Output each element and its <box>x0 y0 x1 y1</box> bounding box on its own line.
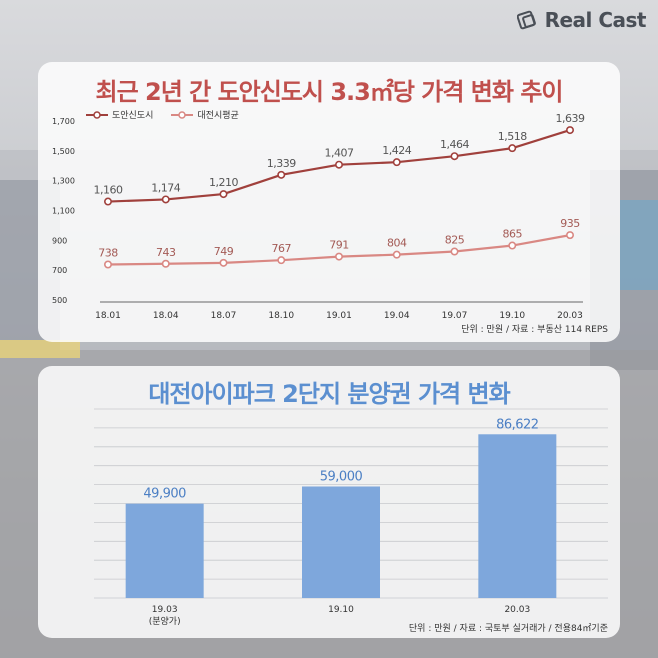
series-2-point <box>450 247 459 256</box>
series-1-point <box>161 195 170 204</box>
series-2-point <box>104 260 113 269</box>
series-2-data-label: 738 <box>98 246 118 259</box>
y-tick-label: 1,500 <box>52 147 75 156</box>
legend-swatch-series-2 <box>171 110 194 119</box>
series-2-point <box>219 258 228 267</box>
x-tick-label: 19.01 <box>326 311 352 321</box>
x-tick-label: 19.07 <box>442 311 468 321</box>
bar-data-label: 49,900 <box>143 487 186 502</box>
x-tick-label: 19.03 <box>152 605 178 615</box>
series-1-point <box>219 190 228 199</box>
x-tick-label: 19.04 <box>384 311 410 321</box>
series-1-point <box>392 158 401 167</box>
series-1-point <box>277 170 286 179</box>
bar-chart-title: 대전아이파크 2단지 분양권 가격 변화 <box>148 380 510 408</box>
series-1-data-label: 1,174 <box>151 181 180 194</box>
series-2-point <box>565 231 574 240</box>
series-1-point <box>508 144 517 153</box>
bar-chart-source-note: 단위 : 만원 / 자료 : 국토부 실거래가 / 전용84㎡기준 <box>408 624 608 634</box>
series-2-point <box>277 256 286 265</box>
series-2-data-label: 743 <box>156 246 176 259</box>
bar-data-label: 59,000 <box>320 469 363 484</box>
y-tick-label: 500 <box>52 296 67 305</box>
x-tick-label: 18.04 <box>153 311 179 321</box>
series-1-data-label: 1,518 <box>498 130 527 143</box>
series-2-point <box>161 259 170 268</box>
x-tick-label: 18.07 <box>211 311 237 321</box>
bar-data-label: 86,622 <box>496 417 539 432</box>
line-chart-source-note: 단위 : 만원 / 자료 : 부동산 114 REPS <box>461 325 608 335</box>
line-chart-legend: 도안신도시 대전시평균 <box>86 108 239 121</box>
legend-label-series-1: 도안신도시 <box>112 111 154 121</box>
series-2-point <box>334 252 343 261</box>
brand-logo: Real Cast <box>516 8 647 32</box>
legend-item-series-1: 도안신도시 <box>86 108 153 121</box>
series-1-point <box>450 152 459 161</box>
y-tick-label: 1,300 <box>52 177 75 186</box>
bar-chart: 49,900 19.03(분양가) 59,000 19.10 86,622 20.03 <box>94 408 608 627</box>
line-chart-title: 최근 2년 간 도안신도시 3.3㎡당 가격 변화 추이 <box>95 78 564 106</box>
brand-name: Real Cast <box>544 8 647 32</box>
x-tick-sublabel: (분양가) <box>149 616 181 627</box>
x-tick-label: 18.10 <box>268 311 294 321</box>
series-2-data-label: 791 <box>329 239 349 252</box>
series-2-data-label: 749 <box>214 245 234 258</box>
series-1-data-label: 1,210 <box>209 176 238 189</box>
series-2-data-label: 825 <box>445 234 465 247</box>
y-tick-label: 1,100 <box>52 207 75 216</box>
line-chart: 500 700 900 1,100 1,300 1,500 1,700 18.01 18.04 1… <box>52 112 585 321</box>
series-1-data-label: 1,160 <box>94 184 123 197</box>
series-1-point <box>104 197 113 206</box>
y-tick-label: 1,700 <box>52 117 75 126</box>
series-2-point <box>508 241 517 250</box>
x-tick-label: 19.10 <box>328 605 354 615</box>
y-tick-label: 900 <box>52 236 67 245</box>
bar <box>478 434 557 598</box>
series-2-data-label: 804 <box>387 237 407 250</box>
x-tick-label: 20.03 <box>557 311 583 321</box>
series-2-point <box>392 250 401 259</box>
series-2-data-label: 865 <box>503 228 523 241</box>
legend-swatch-series-1 <box>86 110 108 119</box>
series-2-data-label: 767 <box>272 242 292 255</box>
x-tick-label: 19.10 <box>499 311 525 321</box>
x-tick-label: 20.03 <box>504 605 530 615</box>
series-1-data-label: 1,339 <box>267 157 296 170</box>
series-1-point <box>334 160 343 169</box>
series-2-data-label: 935 <box>560 217 580 230</box>
bar <box>302 486 380 598</box>
bar <box>125 503 204 598</box>
series-1-data-label: 1,639 <box>556 112 585 125</box>
legend-label-series-2: 대전시평균 <box>197 111 239 121</box>
realcast-logo-icon <box>516 10 536 30</box>
series-1-data-label: 1,407 <box>325 147 354 160</box>
series-1-data-label: 1,464 <box>440 138 469 151</box>
line-chart-panel: 최근 2년 간 도안신도시 3.3㎡당 가격 변화 추이 도안신도시 대전시평균… <box>38 62 620 342</box>
y-tick-label: 700 <box>52 266 67 275</box>
x-tick-label: 18.01 <box>95 311 121 321</box>
legend-item-series-2: 대전시평균 <box>171 108 239 121</box>
bar-chart-panel: 대전아이파크 2단지 분양권 가격 변화 49,900 19.03 (분양가) 59,… <box>38 366 620 638</box>
series-1-point <box>565 126 574 135</box>
series-1-data-label: 1,424 <box>382 144 411 157</box>
